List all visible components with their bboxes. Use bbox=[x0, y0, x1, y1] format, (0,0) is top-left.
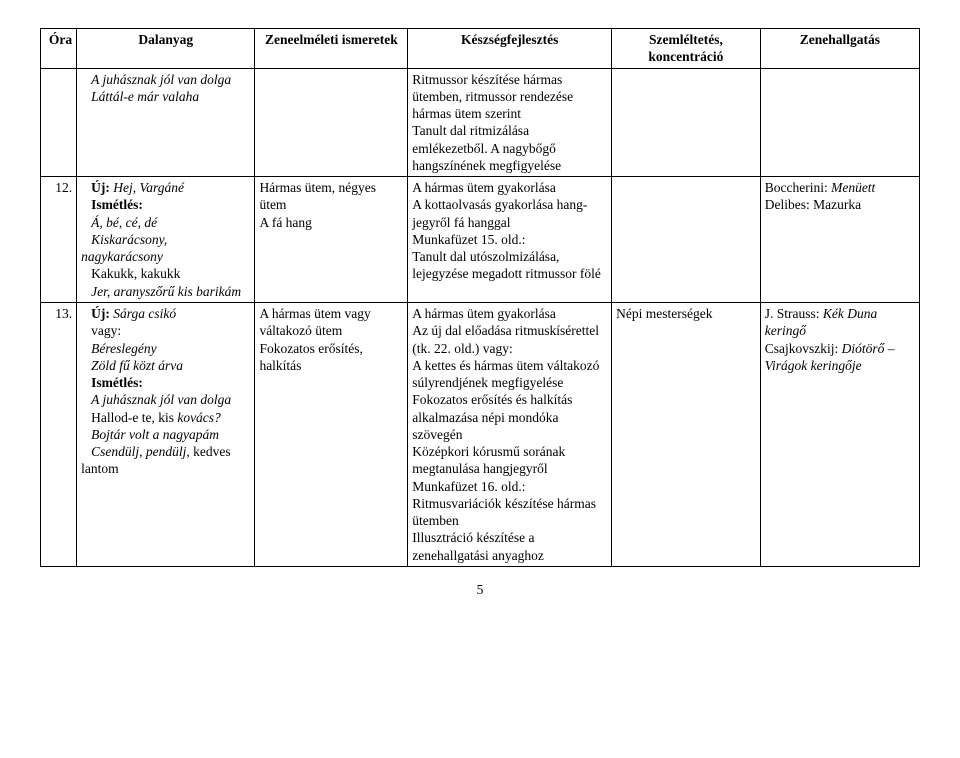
cell-dalanyag: Új: Hej, VargánéIsmétlés:Á, bé, cé, déKi… bbox=[77, 177, 255, 303]
table-row: 13.Új: Sárga csikóvagy:BéreslegényZöld f… bbox=[41, 302, 920, 566]
table-row: 12.Új: Hej, VargánéIsmétlés:Á, bé, cé, d… bbox=[41, 177, 920, 303]
cell-zenehallgatas: Boccherini: MenüettDelibes: Mazurka bbox=[760, 177, 919, 303]
col-keszseg: Készségfejlesztés bbox=[408, 29, 612, 69]
cell-keszseg: Ritmussor készítése hármas ütemben, ritm… bbox=[408, 68, 612, 177]
cell-zeneelmelet: A hármas ütem vagy váltakozó ütemFokozat… bbox=[255, 302, 408, 566]
cell-ora: 12. bbox=[41, 177, 77, 303]
col-ora: Óra bbox=[41, 29, 77, 69]
col-zeneelmelet: Zeneelméleti ismeretek bbox=[255, 29, 408, 69]
cell-szemleltetes: Népi mesterségek bbox=[612, 302, 761, 566]
cell-keszseg: A hármas ütem gyakorlásaA kottaolvasás g… bbox=[408, 177, 612, 303]
col-dalanyag: Dalanyag bbox=[77, 29, 255, 69]
cell-zeneelmelet bbox=[255, 68, 408, 177]
col-szemleltetes: Szemléltetés, koncentráció bbox=[612, 29, 761, 69]
cell-dalanyag: Új: Sárga csikóvagy:BéreslegényZöld fű k… bbox=[77, 302, 255, 566]
cell-zenehallgatas bbox=[760, 68, 919, 177]
cell-zeneelmelet: Hármas ütem, négyes ütemA fá hang bbox=[255, 177, 408, 303]
cell-keszseg: A hármas ütem gyakorlásaAz új dal előadá… bbox=[408, 302, 612, 566]
cell-zenehallgatas: J. Strauss: Kék Duna keringőCsajkovszkij… bbox=[760, 302, 919, 566]
page-number: 5 bbox=[40, 581, 920, 598]
cell-ora: 13. bbox=[41, 302, 77, 566]
cell-ora bbox=[41, 68, 77, 177]
cell-szemleltetes bbox=[612, 177, 761, 303]
col-zenehallgatas: Zenehallgatás bbox=[760, 29, 919, 69]
cell-dalanyag: A juhásznak jól van dolgaLáttál-e már va… bbox=[77, 68, 255, 177]
table-row: A juhásznak jól van dolgaLáttál-e már va… bbox=[41, 68, 920, 177]
cell-szemleltetes bbox=[612, 68, 761, 177]
table-header-row: Óra Dalanyag Zeneelméleti ismeretek Kész… bbox=[41, 29, 920, 69]
curriculum-table: Óra Dalanyag Zeneelméleti ismeretek Kész… bbox=[40, 28, 920, 567]
